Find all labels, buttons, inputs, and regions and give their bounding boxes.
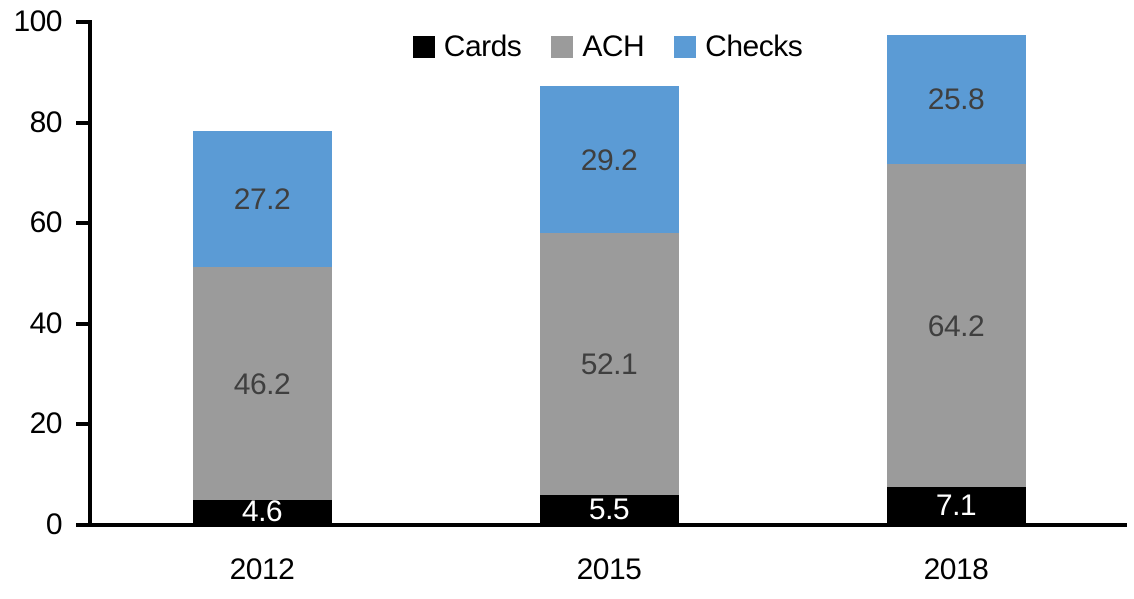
bar-value-label: 25.8 bbox=[927, 83, 985, 117]
legend-label: Checks bbox=[705, 30, 803, 63]
legend-label: ACH bbox=[582, 30, 645, 63]
y-tick-label: 20 bbox=[29, 407, 63, 441]
bar-segment bbox=[886, 34, 1026, 165]
bar-segment bbox=[539, 495, 679, 523]
bar-value-label: 27.2 bbox=[233, 183, 291, 217]
legend-swatch-cards bbox=[412, 36, 435, 58]
bar-value-label: 52.1 bbox=[580, 348, 638, 382]
legend-label: Cards bbox=[443, 30, 522, 63]
x-category-label: 2012 bbox=[229, 553, 295, 586]
y-axis-line bbox=[88, 20, 92, 527]
y-tick-mark bbox=[76, 221, 89, 226]
legend-item-checks: Checks bbox=[674, 30, 803, 63]
y-tick-label: 60 bbox=[29, 206, 63, 240]
y-tick-mark bbox=[76, 120, 89, 125]
y-tick-mark bbox=[76, 20, 89, 24]
y-tick-label: 100 bbox=[13, 5, 62, 38]
y-tick-mark bbox=[76, 422, 89, 427]
x-category-label: 2018 bbox=[923, 553, 989, 586]
bar-value-label: 5.5 bbox=[588, 493, 630, 527]
bar-segment bbox=[192, 499, 332, 523]
bar-segment bbox=[192, 130, 332, 268]
y-tick-label: 40 bbox=[29, 306, 63, 340]
y-tick-mark bbox=[76, 321, 89, 326]
bar-value-label: 29.2 bbox=[580, 143, 638, 177]
y-tick-mark bbox=[76, 523, 89, 527]
legend-item-cards: Cards bbox=[412, 30, 522, 63]
chart-legend: Cards ACH Checks bbox=[88, 31, 1127, 63]
y-tick-label: 80 bbox=[29, 105, 63, 139]
bar-value-label: 4.6 bbox=[241, 495, 283, 529]
legend-swatch-checks bbox=[674, 36, 697, 58]
legend-swatch-ach bbox=[551, 36, 574, 58]
x-category-label: 2015 bbox=[576, 553, 642, 586]
bar-segment bbox=[886, 164, 1026, 488]
x-axis-line bbox=[88, 523, 1127, 527]
bar-segment bbox=[886, 487, 1026, 523]
bar-segment bbox=[539, 233, 679, 496]
bar-value-label: 46.2 bbox=[233, 367, 291, 401]
y-tick-label: 0 bbox=[45, 508, 63, 541]
bar-segment bbox=[539, 86, 679, 234]
bar-value-label: 64.2 bbox=[927, 309, 985, 343]
bar-value-label: 7.1 bbox=[935, 489, 977, 523]
legend-item-ach: ACH bbox=[551, 30, 645, 63]
bar-segment bbox=[192, 267, 332, 500]
